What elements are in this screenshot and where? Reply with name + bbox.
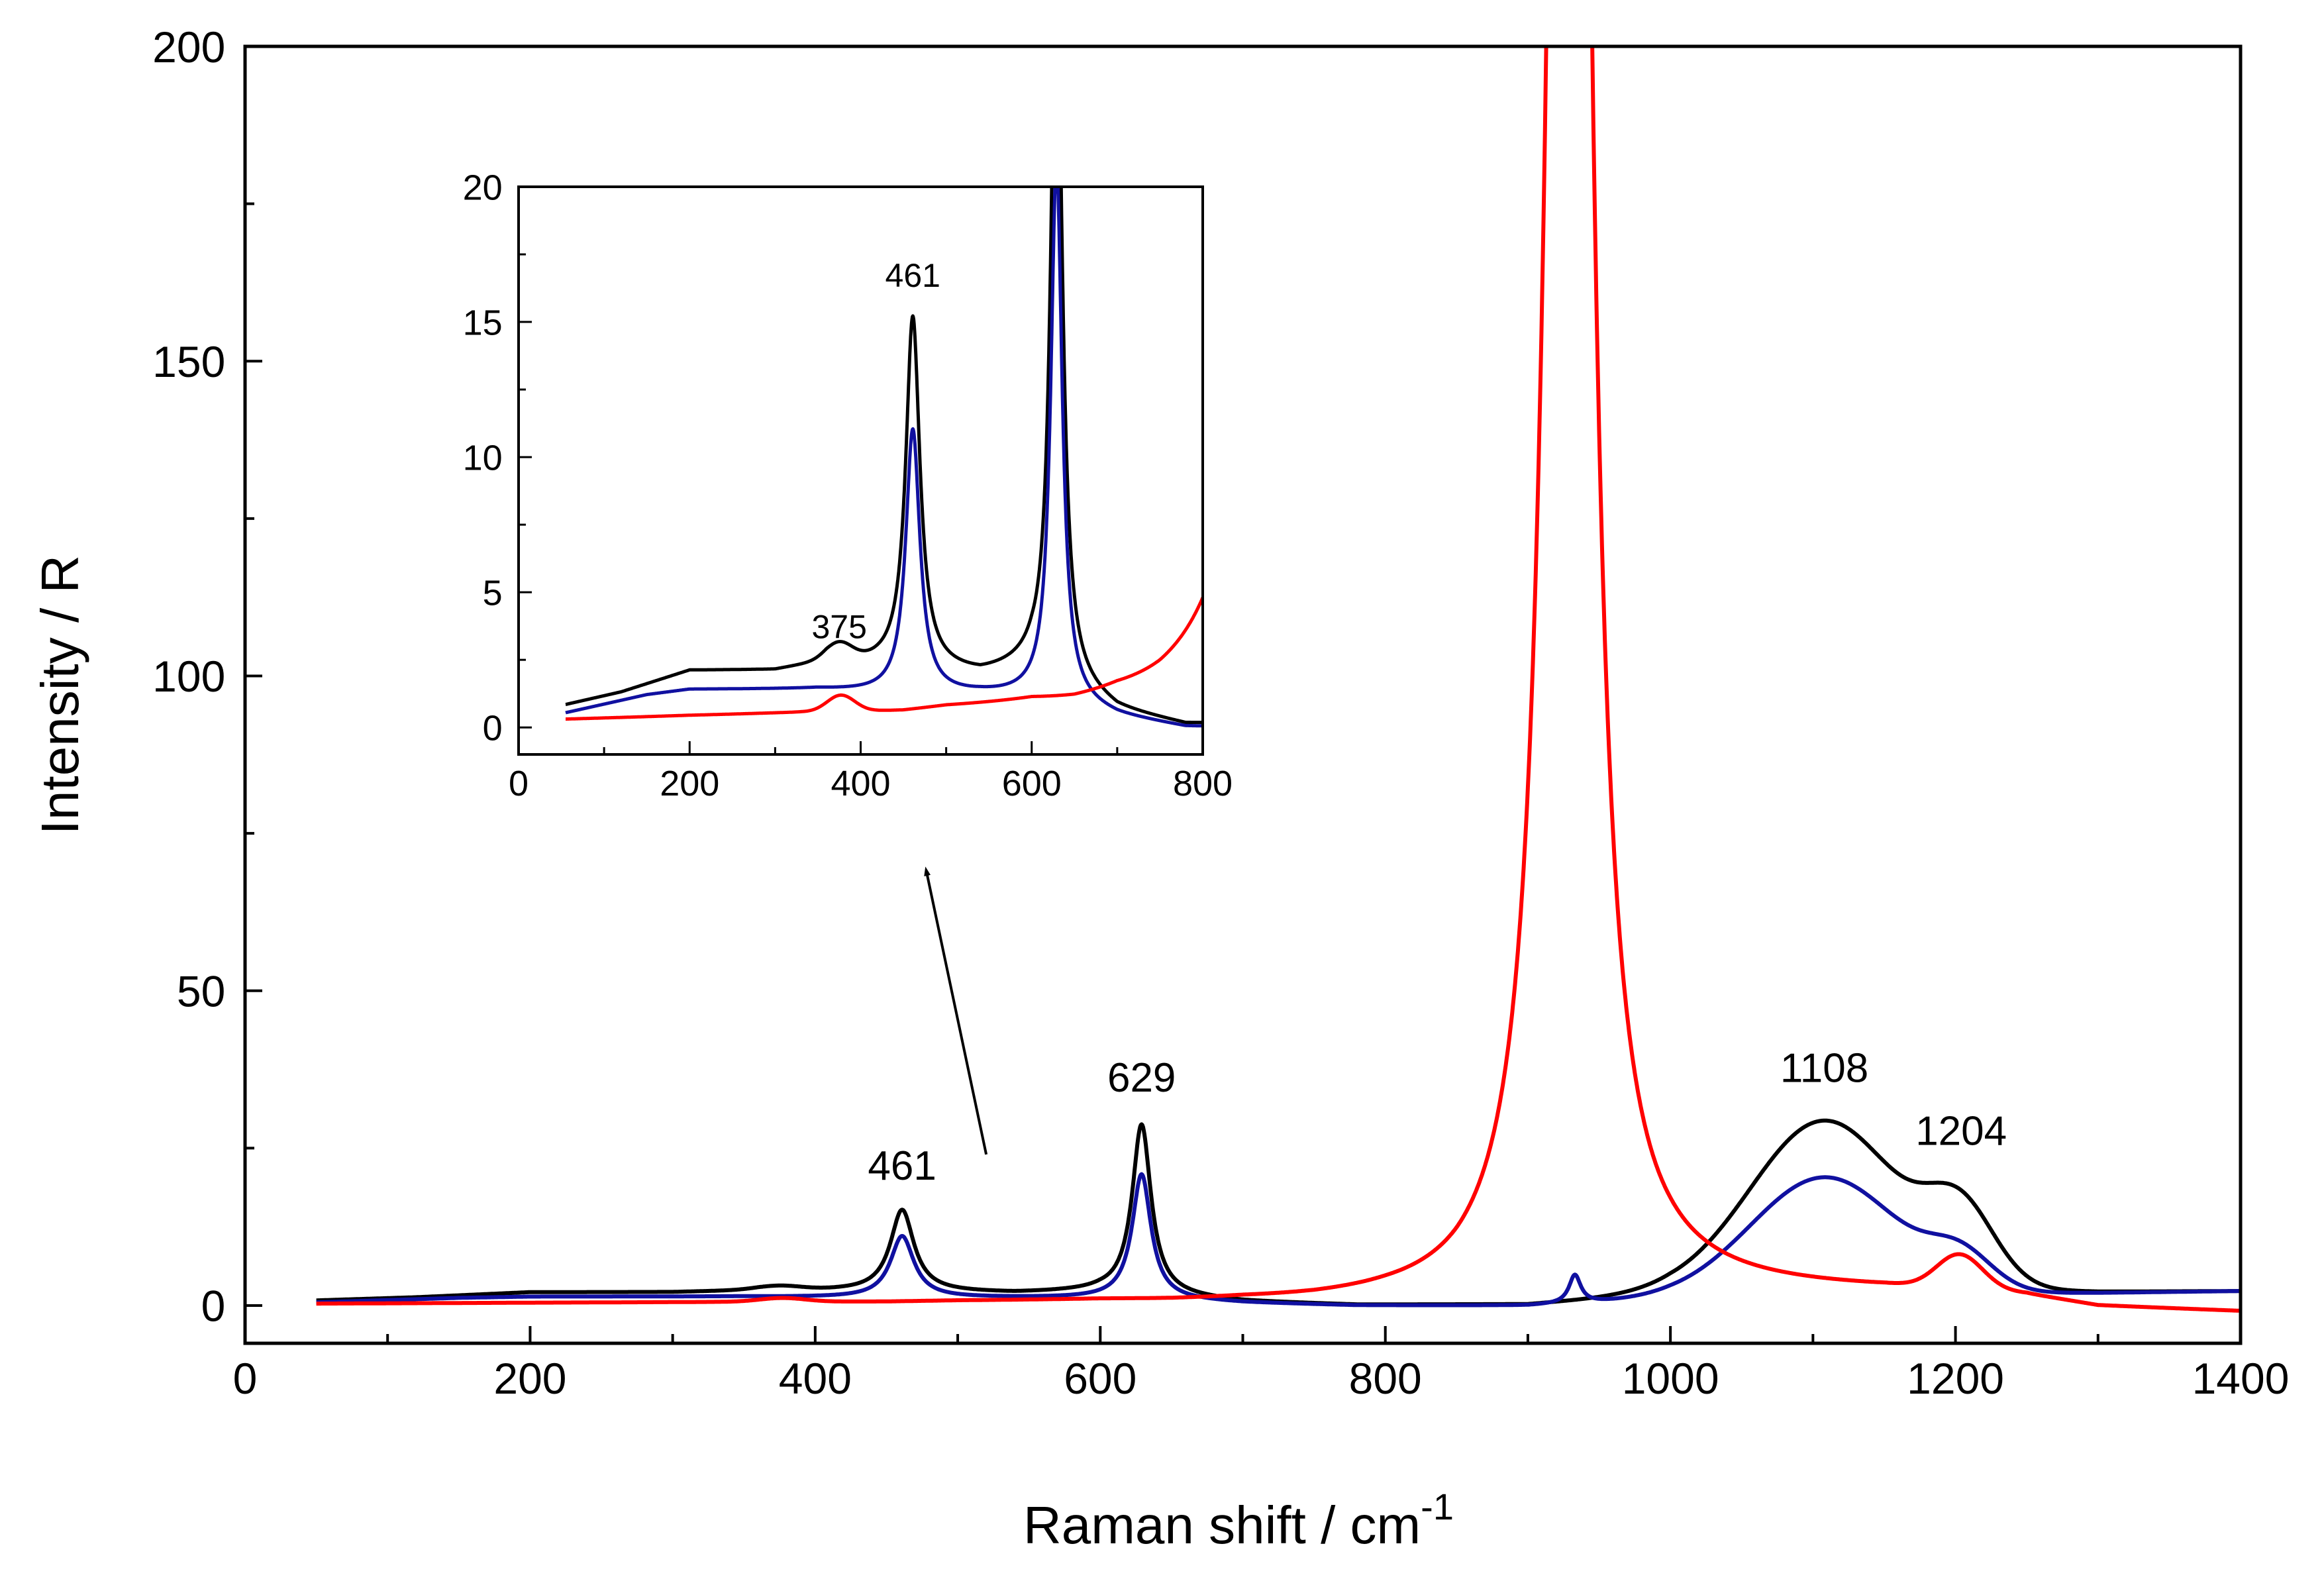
- inset-x-tick-label: 600: [1002, 764, 1062, 803]
- inset-series-red: [564, 597, 1203, 721]
- inset-peak-label: 461: [885, 257, 940, 294]
- inset-series-black: [564, 187, 1203, 725]
- main-x-tick-label: 200: [493, 1354, 566, 1403]
- main-y-tick-label: 150: [152, 337, 225, 386]
- main-x-tick-label: 600: [1064, 1354, 1137, 1403]
- main-x-tick-label: 0: [233, 1354, 258, 1403]
- main-y-tick-label: 50: [177, 966, 225, 1015]
- main-x-tick-label: 800: [1349, 1354, 1422, 1403]
- main-peak-label: 461: [868, 1143, 936, 1189]
- inset-x-tick-label: 400: [831, 764, 890, 803]
- inset-peak-label: 375: [812, 609, 867, 646]
- main-series-red: [315, 46, 2241, 1313]
- x-axis-title: Raman shift / cm-1: [1023, 1486, 1454, 1555]
- inset-plot: 0 200 400 600 800 0 5 10 15 20 461 375: [463, 168, 1233, 803]
- inset-background: [519, 187, 1203, 754]
- main-x-tick-label: 400: [779, 1354, 852, 1403]
- x-axis-title-superscript: -1: [1421, 1486, 1454, 1527]
- inset-y-tick-label: 5: [483, 574, 503, 613]
- y-axis-title: Intensity / R: [30, 555, 89, 835]
- main-x-tick-label: 1400: [2192, 1354, 2290, 1403]
- inset-x-tick-label: 0: [509, 764, 529, 803]
- inset-x-tick-label: 200: [660, 764, 719, 803]
- main-y-tick-label: 200: [152, 23, 225, 72]
- inset-annotations: 461 375: [812, 257, 940, 646]
- x-axis-title-main: Raman shift / cm: [1023, 1496, 1421, 1555]
- inset-y-tick-label: 0: [483, 709, 503, 748]
- main-y-tick-label: 0: [201, 1282, 226, 1331]
- inset-ticks: 0 200 400 600 800 0 5 10 15 20: [463, 168, 1233, 803]
- inset-y-tick-label: 20: [463, 168, 503, 207]
- main-peak-label: 1204: [1915, 1109, 2007, 1155]
- main-x-tick-label: 1000: [1622, 1354, 1719, 1403]
- main-series-group: [315, 46, 2241, 1313]
- inset-y-tick-label: 15: [463, 303, 503, 342]
- inset-x-tick-label: 800: [1173, 764, 1233, 803]
- main-peak-label: 1108: [1780, 1046, 1868, 1092]
- main-y-tick-label: 100: [152, 652, 225, 701]
- main-x-tick-label: 1200: [1907, 1354, 2004, 1403]
- main-annotations: 461 629 1108 1204: [868, 1046, 2007, 1189]
- inset-series-group: [564, 187, 1203, 728]
- inset-series-blue: [564, 187, 1203, 728]
- main-peak-label: 629: [1107, 1055, 1176, 1101]
- main-series-blue: [315, 1172, 2241, 1308]
- inset-y-tick-label: 10: [463, 438, 503, 478]
- pointer-arrow: [924, 866, 988, 1155]
